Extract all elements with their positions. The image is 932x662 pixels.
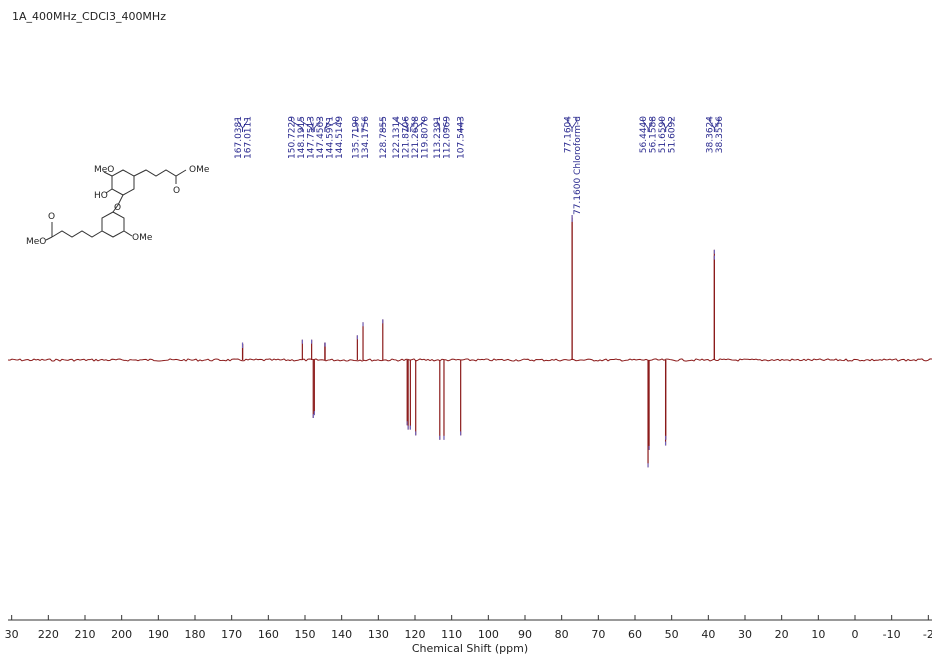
x-tick-label: 40 — [701, 628, 715, 641]
peak-label: 38.3556 — [715, 116, 725, 153]
label-connector — [324, 118, 340, 132]
structure-label: MeO — [94, 165, 114, 175]
x-tick-label: 30 — [738, 628, 752, 641]
peak-label: 77.1604 — [563, 116, 573, 153]
baseline — [7, 358, 932, 362]
x-tick-label: 160 — [258, 628, 279, 641]
peak-label: 119.8070 — [421, 116, 431, 159]
peak-label: 121.8706 — [402, 116, 412, 159]
x-tick-label: 70 — [591, 628, 605, 641]
x-tick-label: 200 — [111, 628, 132, 641]
label-connector — [362, 118, 366, 132]
peak-label: 51.6590 — [658, 116, 668, 153]
peak-label: 144.5971 — [325, 116, 335, 159]
peak-label: 77.1600 Chloroform-d — [573, 116, 583, 215]
label-connector — [713, 118, 720, 132]
x-tick-label: 30 — [5, 628, 19, 641]
peak-label: 147.7513 — [306, 116, 316, 159]
x-tick-label: 80 — [555, 628, 569, 641]
structure-label: OMe — [132, 233, 153, 243]
peak-label: 150.7229 — [287, 116, 297, 159]
peak-label: 128.7855 — [379, 116, 389, 159]
peak-label: 135.7190 — [351, 116, 361, 159]
x-tick-label: -10 — [883, 628, 901, 641]
structure-label: O — [114, 203, 121, 213]
x-axis-label: Chemical Shift (ppm) — [412, 642, 528, 655]
structure — [45, 169, 187, 241]
x-tick-label: 190 — [148, 628, 169, 641]
x-tick-label: 170 — [221, 628, 242, 641]
peak-label: 144.5149 — [335, 116, 345, 159]
label-connector — [665, 118, 672, 132]
structure-label: O — [173, 186, 180, 196]
x-tick-label: 120 — [405, 628, 426, 641]
x-tick-label: 90 — [518, 628, 532, 641]
peak-label: 121.2658 — [411, 116, 421, 159]
ring — [101, 211, 125, 238]
peak-label: 122.1314 — [392, 116, 402, 159]
x-tick-label: 150 — [295, 628, 316, 641]
peak-label: 147.4563 — [316, 116, 326, 159]
peak-label: 134.1756 — [361, 116, 371, 159]
label-connector — [642, 118, 649, 132]
structure-label: MeO — [26, 237, 46, 247]
peak-label: 148.1915 — [297, 116, 307, 159]
bond — [123, 230, 133, 237]
x-tick-label: 210 — [75, 628, 96, 641]
label-connector — [648, 118, 653, 132]
peak-label: 113.2391 — [433, 116, 443, 159]
x-tick-label: 50 — [665, 628, 679, 641]
chart-title: 1A_400MHz_CDCl3_400MHz — [12, 10, 166, 23]
bond — [133, 169, 187, 177]
bond — [51, 230, 103, 238]
x-tick-label: 110 — [441, 628, 462, 641]
structure-label: HO — [94, 191, 108, 201]
label-connector — [405, 118, 409, 132]
x-tick-label: 100 — [478, 628, 499, 641]
structure-label: OMe — [189, 165, 210, 175]
x-tick-label: 130 — [368, 628, 389, 641]
x-tick-label: -2 — [923, 628, 932, 641]
label-connector — [300, 118, 313, 132]
peak-label: 167.0111 — [243, 116, 253, 159]
x-tick-label: 0 — [852, 628, 859, 641]
ring — [111, 169, 135, 196]
label-connector — [313, 118, 321, 132]
structure-label: O — [48, 212, 55, 222]
label-connector — [409, 118, 416, 132]
label-connector — [355, 118, 358, 132]
label-connector — [436, 118, 441, 132]
peak-label: 112.0969 — [443, 116, 453, 159]
peak-label: 107.5443 — [457, 116, 467, 159]
bond — [105, 188, 113, 194]
x-tick-label: 180 — [185, 628, 206, 641]
label-connector — [310, 118, 314, 132]
label-connector — [571, 118, 578, 132]
x-tick-label: 220 — [38, 628, 59, 641]
label-connector — [415, 118, 425, 132]
x-tick-label: 60 — [628, 628, 642, 641]
label-connector — [395, 118, 408, 132]
bond — [112, 194, 124, 213]
x-tick-label: 20 — [775, 628, 789, 641]
label-connector — [443, 118, 448, 132]
bond — [45, 236, 53, 241]
peak-label: 56.1588 — [648, 116, 658, 153]
peak-label: 167.0381 — [234, 116, 244, 159]
peak-label: 56.4440 — [639, 116, 649, 153]
x-tick-label: 140 — [331, 628, 352, 641]
label-connector — [291, 118, 303, 132]
peak-label: 38.3624 — [706, 116, 716, 153]
peak-label: 51.6092 — [667, 116, 677, 153]
label-connector — [242, 118, 248, 132]
bond — [103, 171, 113, 177]
x-tick-label: 10 — [811, 628, 825, 641]
